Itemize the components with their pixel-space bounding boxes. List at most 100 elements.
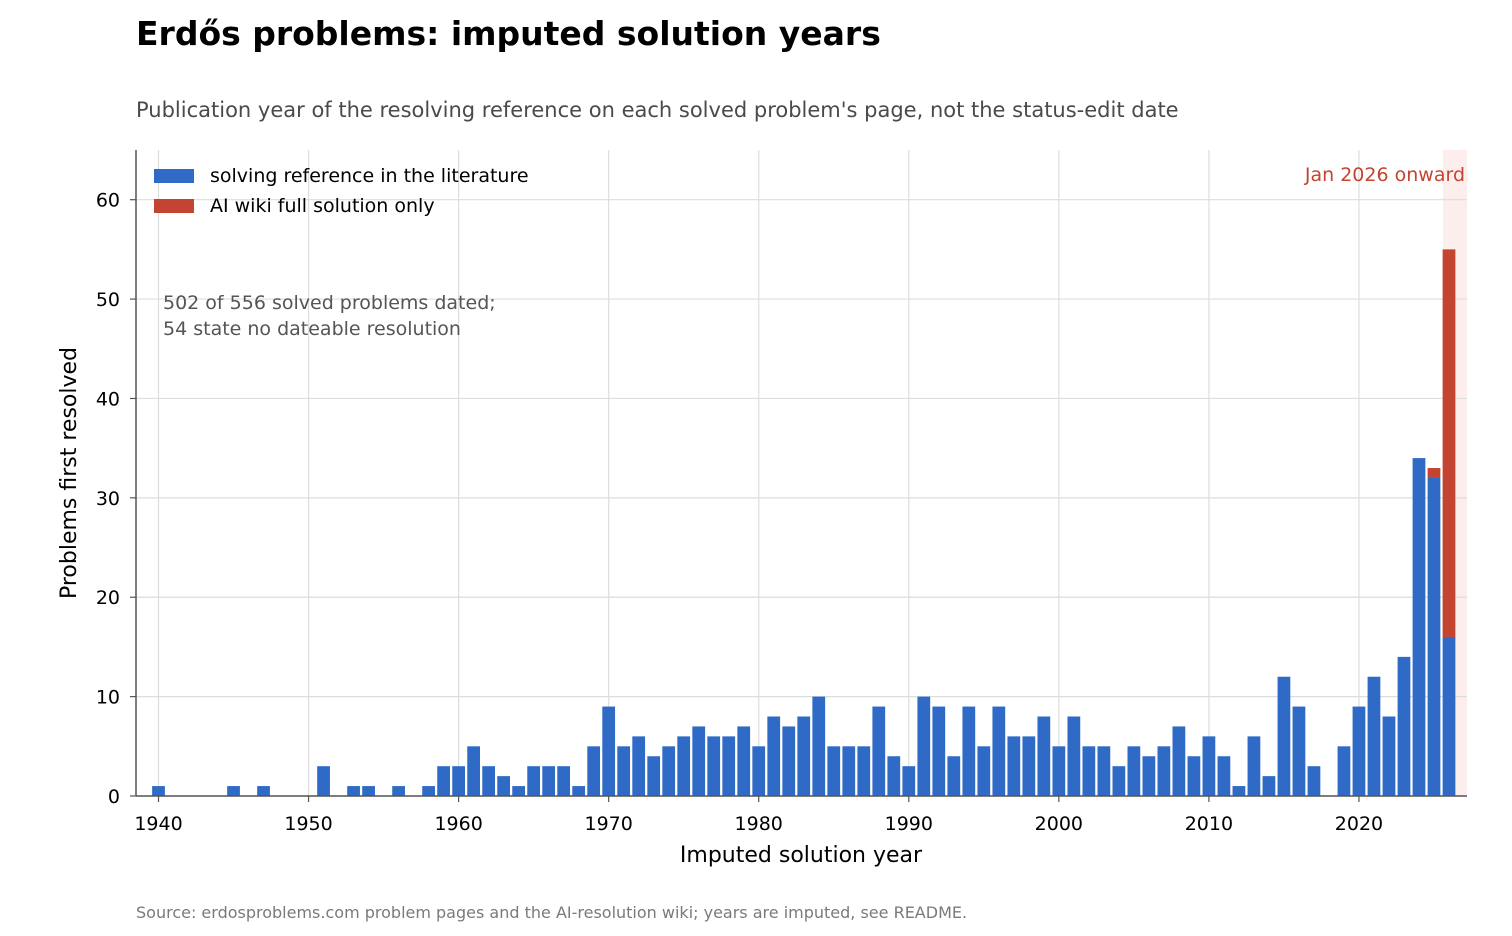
x-tick-label: 1980 <box>735 813 783 835</box>
bar-literature-1940 <box>152 786 165 796</box>
x-axis-label: Imputed solution year <box>680 843 923 868</box>
chart-subtitle: Publication year of the resolving refere… <box>136 98 1179 122</box>
bar-literature-1965 <box>527 766 541 796</box>
bar-ai-wiki-2025 <box>1427 468 1441 478</box>
source-note: Source: erdosproblems.com problem pages … <box>136 903 968 922</box>
bar-literature-1962 <box>482 766 496 796</box>
bar-literature-2021 <box>1367 676 1381 796</box>
bar-literature-1975 <box>677 736 691 796</box>
bar-literature-2004 <box>1112 766 1126 796</box>
bar-literature-1951 <box>317 766 330 796</box>
bar-literature-2002 <box>1082 746 1096 796</box>
bar-literature-2025 <box>1427 477 1441 796</box>
bar-literature-2019 <box>1337 746 1351 796</box>
x-tick-label: 1970 <box>584 813 632 835</box>
bar-literature-2006 <box>1142 756 1156 796</box>
bar-literature-1971 <box>617 746 631 796</box>
bar-literature-2011 <box>1217 756 1231 796</box>
legend-label-literature: solving reference in the literature <box>210 165 529 187</box>
bar-literature-1983 <box>797 716 811 796</box>
x-tick-label: 2020 <box>1335 813 1383 835</box>
legend: solving reference in the literature AI w… <box>154 165 529 217</box>
bar-literature-2009 <box>1187 756 1201 796</box>
annotation-line-1: 502 of 556 solved problems dated; <box>163 292 496 314</box>
bar-literature-2005 <box>1127 746 1141 796</box>
bar-literature-1964 <box>512 786 526 796</box>
bar-literature-2014 <box>1262 776 1276 796</box>
bar-literature-1947 <box>257 786 270 796</box>
bar-literature-1961 <box>467 746 481 796</box>
legend-swatch-ai-wiki <box>154 199 194 213</box>
bar-literature-1974 <box>662 746 676 796</box>
bar-literature-2026 <box>1442 636 1456 796</box>
bar-literature-1980 <box>752 746 766 796</box>
bar-literature-1969 <box>587 746 601 796</box>
bar-literature-1978 <box>722 736 736 796</box>
bar-literature-1984 <box>812 696 826 796</box>
bar-literature-2008 <box>1172 726 1186 796</box>
annotation: 502 of 556 solved problems dated; 54 sta… <box>163 292 496 340</box>
bar-literature-1960 <box>452 766 465 796</box>
bar-literature-1997 <box>1007 736 1021 796</box>
x-tick-label: 1940 <box>134 813 182 835</box>
bar-literature-1993 <box>947 756 961 796</box>
bar-literature-2016 <box>1292 706 1306 796</box>
bar-literature-1972 <box>632 736 646 796</box>
bar-literature-1994 <box>962 706 976 796</box>
bar-literature-1986 <box>842 746 856 796</box>
bar-literature-2020 <box>1352 706 1366 796</box>
bar-literature-1956 <box>392 786 405 796</box>
bar-literature-1996 <box>992 706 1006 796</box>
x-tick-label: 1990 <box>885 813 933 835</box>
y-tick-label: 20 <box>96 587 120 609</box>
bar-literature-1999 <box>1037 716 1051 796</box>
bar-chart: 0 10 20 30 40 50 60 1940 1950 1960 1970 1980 1990 200… <box>57 150 1467 868</box>
highlight-label: Jan 2026 onward <box>1304 164 1465 186</box>
bar-literature-1970 <box>602 706 616 796</box>
bar-literature-2007 <box>1157 746 1171 796</box>
chart-title: Erdős problems: imputed solution years <box>136 14 881 53</box>
bar-literature-1973 <box>647 756 661 796</box>
bar-literature-2013 <box>1247 736 1261 796</box>
bar-literature-1979 <box>737 726 751 796</box>
bar-literature-1954 <box>362 786 375 796</box>
bar-literature-2000 <box>1052 746 1066 796</box>
bar-literature-1966 <box>542 766 556 796</box>
bar-literature-2024 <box>1412 458 1426 796</box>
y-tick-label: 10 <box>96 687 120 709</box>
y-tick-label: 0 <box>108 786 120 808</box>
y-tick-label: 40 <box>96 388 120 410</box>
bar-literature-1963 <box>497 776 511 796</box>
legend-label-ai-wiki: AI wiki full solution only <box>210 195 435 217</box>
bar-literature-1967 <box>557 766 571 796</box>
bar-layer <box>152 249 1456 796</box>
bar-literature-2003 <box>1097 746 1111 796</box>
bar-literature-2010 <box>1202 736 1216 796</box>
x-tick-label: 1950 <box>284 813 332 835</box>
bar-literature-2001 <box>1067 716 1081 796</box>
y-tick-label: 50 <box>96 289 120 311</box>
grid-layer <box>136 150 1467 797</box>
bar-literature-1992 <box>932 706 946 796</box>
bar-literature-1981 <box>767 716 781 796</box>
bar-literature-2012 <box>1232 786 1246 796</box>
bar-literature-1985 <box>827 746 841 796</box>
bar-literature-1989 <box>887 756 901 796</box>
bar-literature-2022 <box>1382 716 1396 796</box>
bar-literature-1982 <box>782 726 796 796</box>
bar-literature-2017 <box>1307 766 1321 796</box>
bar-literature-1968 <box>572 786 586 796</box>
bar-literature-1976 <box>692 726 706 796</box>
bar-literature-1945 <box>227 786 240 796</box>
bar-literature-2015 <box>1277 676 1291 796</box>
bar-literature-1953 <box>347 786 360 796</box>
bar-literature-1998 <box>1022 736 1036 796</box>
y-tick-label: 30 <box>96 488 120 510</box>
bar-literature-1991 <box>917 696 931 796</box>
bar-literature-1990 <box>902 766 916 796</box>
annotation-line-2: 54 state no dateable resolution <box>163 318 461 340</box>
bar-ai-wiki-2026 <box>1442 249 1456 637</box>
bar-literature-1958 <box>422 786 435 796</box>
x-tick-label: 1960 <box>434 813 482 835</box>
bar-literature-1987 <box>857 746 871 796</box>
